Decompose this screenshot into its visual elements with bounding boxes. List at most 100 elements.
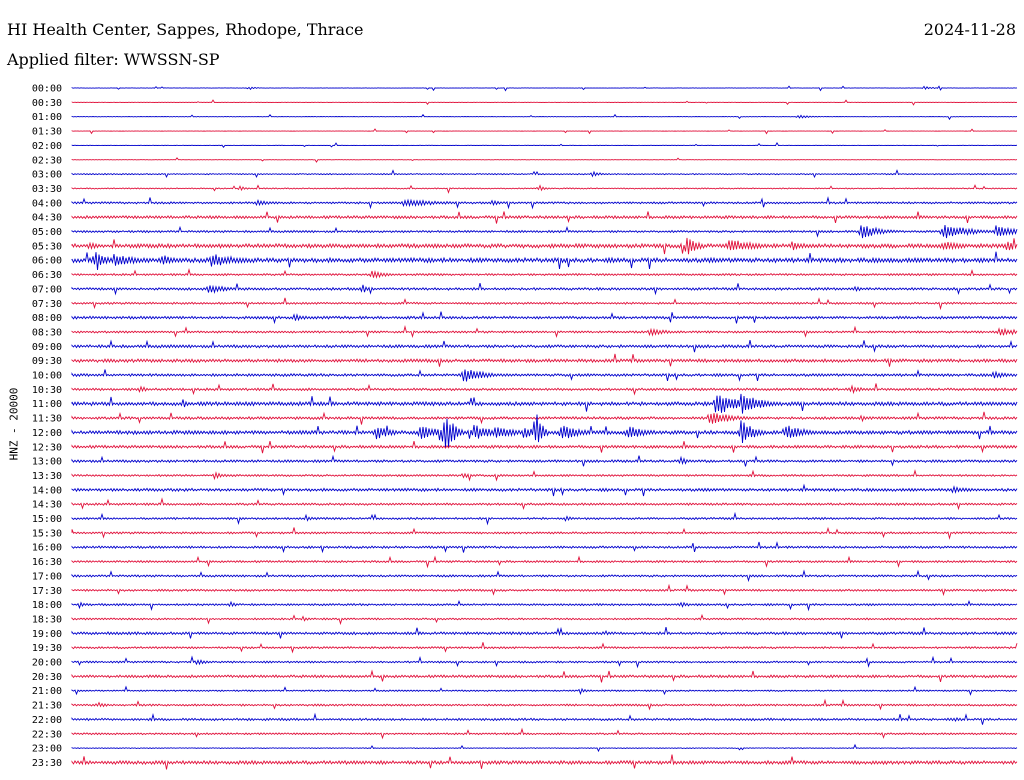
row-time-label: 00:30 xyxy=(32,98,62,109)
row-time-label: 18:30 xyxy=(32,614,62,625)
trace-row xyxy=(71,99,1018,106)
trace-row xyxy=(71,297,1018,311)
trace-row xyxy=(71,225,1018,239)
row-time-label: 06:00 xyxy=(32,256,62,267)
row-time-label: 21:00 xyxy=(32,686,62,697)
row-time-label: 02:30 xyxy=(32,155,62,166)
trace-row xyxy=(71,184,1018,194)
row-time-label: 12:00 xyxy=(32,428,62,439)
trace-row xyxy=(71,157,1018,163)
row-time-label: 09:00 xyxy=(32,342,62,353)
trace-row xyxy=(71,685,1018,696)
trace-row xyxy=(71,282,1018,296)
row-time-label: 10:30 xyxy=(32,385,62,396)
row-time-label: 03:00 xyxy=(32,170,62,181)
row-time-label: 10:00 xyxy=(32,371,62,382)
row-time-label: 06:30 xyxy=(32,270,62,281)
row-time-label: 14:00 xyxy=(32,485,62,496)
row-time-label: 05:00 xyxy=(32,227,62,238)
row-time-label: 15:30 xyxy=(32,528,62,539)
trace-row xyxy=(71,642,1018,654)
row-time-label: 18:00 xyxy=(32,600,62,611)
trace-row xyxy=(71,141,1018,148)
station-title: HI Health Center, Sappes, Rhodope, Thrac… xyxy=(7,20,364,39)
row-time-label: 00:00 xyxy=(32,84,62,95)
row-time-label: 07:30 xyxy=(32,299,62,310)
row-time-label: 05:30 xyxy=(32,241,62,252)
trace-row xyxy=(71,583,1018,597)
trace-row xyxy=(71,353,1018,367)
trace-row xyxy=(71,727,1018,740)
trace-row xyxy=(71,211,1018,224)
row-time-label: 16:00 xyxy=(32,543,62,554)
trace-row xyxy=(71,383,1018,396)
trace-row xyxy=(71,483,1018,497)
trace-row xyxy=(71,311,1018,325)
row-time-label: 12:30 xyxy=(32,442,62,453)
filter-line: Applied filter: WWSSN-SP xyxy=(7,50,220,69)
trace-row xyxy=(71,440,1018,454)
trace-row xyxy=(71,169,1018,179)
plot-date: 2024-11-28 xyxy=(923,20,1016,39)
row-time-label: 01:00 xyxy=(32,112,62,123)
row-time-label: 19:30 xyxy=(32,643,62,654)
trace-row xyxy=(71,541,1018,554)
row-time-label: 11:30 xyxy=(32,414,62,425)
trace-row xyxy=(71,251,1018,270)
row-time-label: 01:30 xyxy=(32,127,62,138)
trace-row xyxy=(71,85,1018,92)
row-time-label: 22:30 xyxy=(32,729,62,740)
trace-row xyxy=(71,497,1018,511)
row-time-label: 17:30 xyxy=(32,586,62,597)
trace-row xyxy=(71,339,1018,353)
trace-row xyxy=(71,655,1018,669)
row-time-label: 02:00 xyxy=(32,141,62,152)
trace-row xyxy=(71,454,1018,467)
row-time-label: 08:30 xyxy=(32,327,62,338)
row-time-label: 17:00 xyxy=(32,571,62,582)
row-time-label: 07:00 xyxy=(32,284,62,295)
row-time-label: 11:00 xyxy=(32,399,62,410)
row-time-label: 09:30 xyxy=(32,356,62,367)
row-time-label: 21:30 xyxy=(32,701,62,712)
trace-row xyxy=(71,369,1018,382)
row-time-label: 19:00 xyxy=(32,629,62,640)
trace-row xyxy=(71,511,1018,526)
trace-row xyxy=(71,526,1018,540)
trace-row xyxy=(71,569,1018,583)
trace-row xyxy=(71,414,1018,448)
trace-row xyxy=(71,743,1018,753)
trace-row xyxy=(71,393,1018,414)
trace-row xyxy=(71,698,1018,711)
trace-row xyxy=(71,237,1018,255)
trace-row xyxy=(71,325,1018,339)
row-time-label: 14:30 xyxy=(32,500,62,511)
trace-row xyxy=(71,599,1018,612)
row-time-label: 08:00 xyxy=(32,313,62,324)
trace-row xyxy=(71,268,1018,279)
trace-row xyxy=(71,626,1018,639)
trace-row xyxy=(71,613,1018,626)
row-time-label: 16:30 xyxy=(32,557,62,568)
trace-row xyxy=(71,196,1018,210)
row-time-label: 20:30 xyxy=(32,672,62,683)
row-time-label: 13:00 xyxy=(32,457,62,468)
row-time-label: 15:00 xyxy=(32,514,62,525)
trace-row xyxy=(71,555,1018,569)
trace-row xyxy=(71,113,1018,121)
trace-row xyxy=(71,128,1018,135)
row-time-label: 03:30 xyxy=(32,184,62,195)
trace-row xyxy=(71,411,1018,425)
row-time-label: 04:00 xyxy=(32,198,62,209)
row-time-label: 13:30 xyxy=(32,471,62,482)
row-time-label: 23:30 xyxy=(32,758,62,769)
row-time-label: 23:00 xyxy=(32,744,62,755)
row-time-label: 04:30 xyxy=(32,213,62,224)
trace-row xyxy=(71,469,1018,482)
trace-row xyxy=(71,669,1018,683)
row-time-label: 22:00 xyxy=(32,715,62,726)
row-time-label: 20:00 xyxy=(32,658,62,669)
trace-row xyxy=(71,754,1018,770)
trace-row xyxy=(71,712,1018,725)
